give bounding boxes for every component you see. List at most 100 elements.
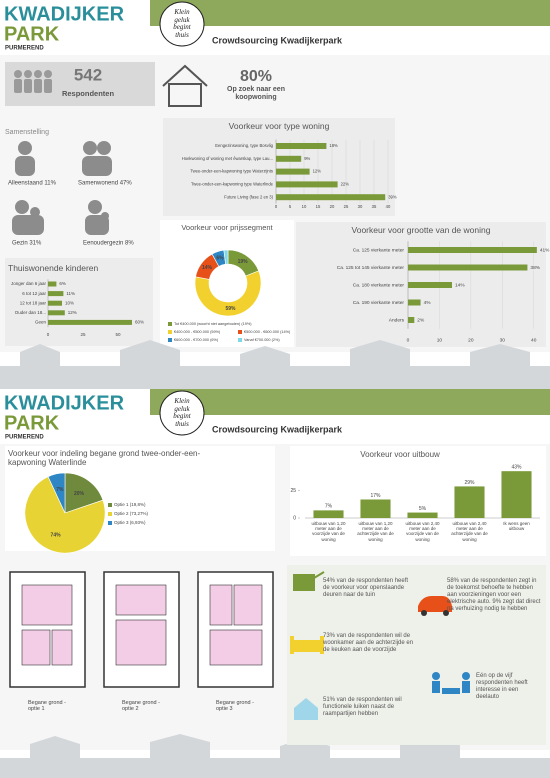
floor-plans [9,571,274,688]
value-label: 12% [68,310,77,315]
skyline [0,340,550,778]
category-label: Ca. 180 vierkante meter [353,282,405,288]
x-tick-label: 25 [344,204,349,209]
badge-text: Klein geluk begint thuis [173,397,191,428]
value-label: 39% [388,194,397,199]
value-label: 4% [424,300,432,306]
composition-item: Eenoudergezin 8% [83,241,134,247]
composition-title: Samenstelling [5,129,49,136]
chart-title: Thuiswonende kinderen [8,263,99,273]
category-label: Anders [389,317,405,323]
grass-strip [150,0,550,26]
value-label: 11% [66,291,75,296]
bar [407,512,438,518]
category-label: Jonger dan 6 jaar [11,281,47,286]
floorplan-label: Begane grond - optie 1 [28,700,66,713]
x-tick-label: 40 [386,204,391,209]
category-label: Ca. 125 tot 145 vierkante meter [337,265,405,271]
legend-label: Optie 1 (19,8%) [114,502,146,507]
fact-text: Eén op de vijf respondenten heeft intere… [476,673,528,700]
bar [313,510,344,518]
slice [24,476,106,554]
stat-value: 542 [74,65,102,84]
x-tick-label: 20 [330,204,335,209]
bar [408,264,528,271]
value-label: 5% [419,506,427,512]
badge [159,390,205,436]
people-icon [14,70,52,93]
chart-title: Voorkeur voor prijssegment [181,223,273,232]
legend-label: Optie 3 (6,93%) [114,520,146,525]
category-label: Hoekwoning of woning met êwarskap, type … [182,156,273,161]
bar [48,300,62,306]
category-label: Twee-onder-een-kapwoning type Waterlinde [191,182,274,187]
x-tick-label: 25 [80,332,86,337]
legend-swatch [108,503,112,507]
chart-card [5,258,153,346]
chart-title: Voorkeur voor indeling begane grond twee… [8,449,201,468]
fact-text: 58% van de respondenten zegt in de toeko… [447,578,541,612]
stat-value: 80% [240,68,272,85]
logo-line1: KWADIJKER [4,3,125,25]
fact-icons [290,571,470,720]
x-tick-label: 0 [47,332,50,337]
category-label: uitbouw van 1,20 meter aan de achterzijd… [357,521,394,542]
bar [408,247,537,253]
x-tick-label: 0 [275,204,278,209]
bar [408,299,421,306]
value-label: 60% [135,320,144,325]
value-label: 14% [202,265,213,271]
slice [194,270,262,317]
bar [48,291,64,297]
value-label: 22% [341,182,350,187]
slice [47,472,66,514]
bar [501,471,532,518]
x-tick-label: 30 [500,337,506,343]
legend-label: €400.000 - €500.000 (59%) [174,330,221,334]
legend-swatch [108,521,112,525]
header-title: Crowdsourcing Kwadijkerpark [212,424,343,434]
value-label: 59% [225,306,236,312]
category-label: Ca. 190 vierkante meter [353,300,405,306]
x-tick-label: 10 [302,204,307,209]
bar [360,499,391,518]
x-tick-label: 10 [437,337,443,343]
value-label: 14% [455,282,465,288]
bar [454,486,485,518]
stat-label: Respondenten [62,89,115,98]
stat-label: Op zoek naar een koopwoning [227,86,285,102]
value-label: 41% [540,247,550,253]
legend-label: Vanaf €700.000 (2%) [244,338,280,342]
x-tick-label: 50 [115,332,121,337]
legend-label: €500.000 - €600.000 (14%) [244,330,291,334]
category-label: 12 tot 18 jaar [20,300,47,305]
legend-swatch [238,338,242,342]
value-label: 2% [417,317,425,323]
logo-place: PURMEREND [5,46,44,52]
badge [159,1,205,47]
house-icon [162,64,208,107]
chart-title: Voorkeur voor grootte van de woning [351,225,491,235]
bar [408,317,415,323]
bar [408,282,452,288]
category-label: Ca. 125 vierkante meter [353,247,405,253]
value-label: 43% [511,465,522,471]
logo-line1: KWADIJKER [4,392,125,414]
legend-swatch [168,338,172,342]
value-label: 74% [51,532,62,538]
value-label: 12% [313,169,322,174]
floorplan-label: Begane grond - optie 3 [216,700,254,713]
fact-text: 51% van de respondenten wil functionele … [323,697,402,717]
legend-swatch [108,512,112,516]
bar [276,181,338,188]
chart-title: Voorkeur voor uitbouw [360,450,440,459]
value-label: 7% [325,504,333,510]
x-tick-label: 30 [358,204,363,209]
logo-line2: PARK [4,23,60,45]
logo-line2: PARK [4,412,60,434]
y-tick-label: 25 [290,488,296,494]
category-label: 6 tot 12 jaar [22,291,46,296]
fact-text: 54% van de respondenten heeft de voorkeu… [323,578,409,598]
